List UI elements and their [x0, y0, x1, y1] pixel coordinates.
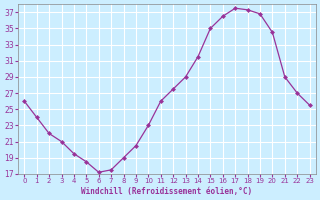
X-axis label: Windchill (Refroidissement éolien,°C): Windchill (Refroidissement éolien,°C): [81, 187, 252, 196]
